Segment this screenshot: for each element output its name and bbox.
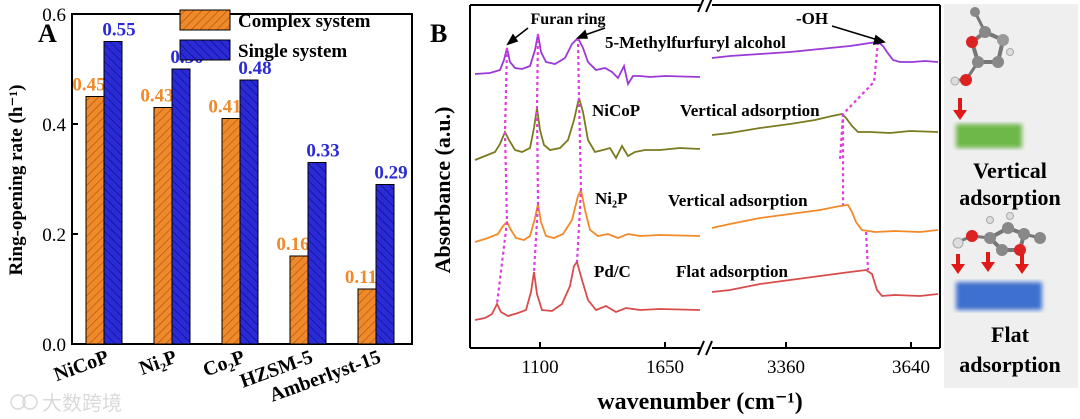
molecule-vertical-icon	[950, 7, 1014, 86]
vertical-label-2: adsorption	[959, 185, 1060, 210]
arrows-down-flat-icon	[951, 252, 1029, 274]
series-label-mfa: 5-Methylfurfuryl alcohol	[605, 33, 786, 52]
x-tick-1100: 1100	[521, 357, 558, 378]
bar-value-label: 0.45	[72, 75, 105, 96]
series-label-nicop: NiCoP	[592, 101, 640, 120]
legend-a: Complex system Single system	[179, 9, 371, 62]
bar-single	[307, 162, 327, 345]
spectrum-nicop	[474, 97, 701, 161]
y-tick-label: 0.6	[42, 5, 66, 26]
surface-block-blue	[956, 282, 1042, 310]
spectrum-pdc	[474, 259, 701, 321]
bars-a: 0.450.550.430.500.410.480.160.330.110.29	[72, 20, 408, 345]
bar-value-label: 0.11	[345, 267, 377, 288]
y-axis-label-b: Absorbance (a.u.)	[430, 107, 455, 274]
flat-label-2: adsorption	[959, 352, 1060, 377]
watermark-text: 大数跨境	[42, 391, 122, 415]
series-label-ni2p: Ni₂P	[595, 189, 627, 208]
bar-value-label: 0.48	[238, 58, 271, 79]
spectrum-pdc-right	[711, 269, 939, 297]
watermark: 大数跨境	[10, 391, 122, 415]
x-tick-1650: 1650	[646, 357, 684, 378]
series-note-ni2p: Vertical adsorption	[668, 191, 808, 210]
flat-label-1: Flat	[991, 322, 1030, 347]
legend-label-single: Single system	[238, 41, 347, 62]
y-axis-label-a: Ring-opening rate (h⁻¹)	[6, 85, 27, 276]
molecule-flat-icon	[952, 212, 1046, 256]
series-note-nicop: Vertical adsorption	[680, 101, 820, 120]
spectrum-ni2p-right	[711, 204, 939, 233]
arrow-down-icon	[953, 98, 967, 120]
spectrum-mfa	[474, 33, 701, 87]
schematic-background	[944, 4, 1078, 388]
legend-swatch-complex	[179, 9, 231, 31]
x-tick-label: Ni₂P	[136, 346, 179, 380]
bar-value-label: 0.29	[374, 163, 407, 184]
bar-chart-panel-a: A 0.00.20.40.6 0.450.550.430.500.410.480…	[6, 5, 413, 407]
bar-complex	[221, 118, 241, 345]
series-label-pdc: Pd/C	[594, 262, 631, 281]
furan-arrows	[506, 27, 606, 46]
bar-single	[375, 184, 395, 345]
bar-single	[171, 68, 191, 345]
panel-label-b: B	[430, 19, 447, 48]
y-tick-label: 0.2	[42, 225, 66, 246]
bar-complex	[357, 288, 377, 345]
y-axis-a: 0.0 0.2 0.4 0.6	[42, 5, 78, 356]
annotation-oh: -OH	[796, 9, 828, 28]
annotation-furan-ring: Furan ring	[530, 11, 605, 28]
axis-break-marks	[697, 0, 713, 356]
bar-value-label: 0.33	[306, 141, 339, 162]
x-axis-b: 1100 1650 3360 3640	[521, 342, 930, 378]
spectrum-ni2p	[474, 187, 701, 243]
bar-complex	[289, 255, 309, 345]
panel-label-a: A	[38, 19, 57, 48]
bar-value-label: 0.43	[140, 86, 173, 107]
legend-label-complex: Complex system	[238, 11, 371, 32]
bar-complex	[153, 107, 173, 345]
oh-arrow	[831, 25, 886, 46]
bar-value-label: 0.16	[276, 234, 309, 255]
surface-block-green	[956, 124, 1022, 148]
y-tick-label: 0.0	[42, 335, 66, 356]
bar-single	[239, 79, 259, 345]
series-note-pdc: Flat adsorption	[676, 262, 788, 281]
bar-value-label: 0.55	[102, 20, 135, 41]
legend-swatch-single	[179, 39, 231, 61]
x-axis-label-b: wavenumber (cm⁻¹)	[597, 389, 802, 415]
ftir-panel-b: B Absorbance (a.u.) 1100 1650 3360 3640 …	[430, 0, 941, 415]
bar-single	[103, 41, 123, 345]
peak-guide-lines	[495, 33, 880, 305]
vertical-label-1: Vertical	[973, 158, 1047, 183]
y-tick-label: 0.4	[42, 115, 66, 136]
x-tick-3640: 3640	[892, 357, 930, 378]
adsorption-schematic-panel: Vertical adsorption Flat adsorption	[944, 4, 1078, 388]
x-tick-3360: 3360	[767, 357, 805, 378]
bar-value-label: 0.41	[208, 97, 241, 118]
bar-complex	[85, 96, 105, 345]
